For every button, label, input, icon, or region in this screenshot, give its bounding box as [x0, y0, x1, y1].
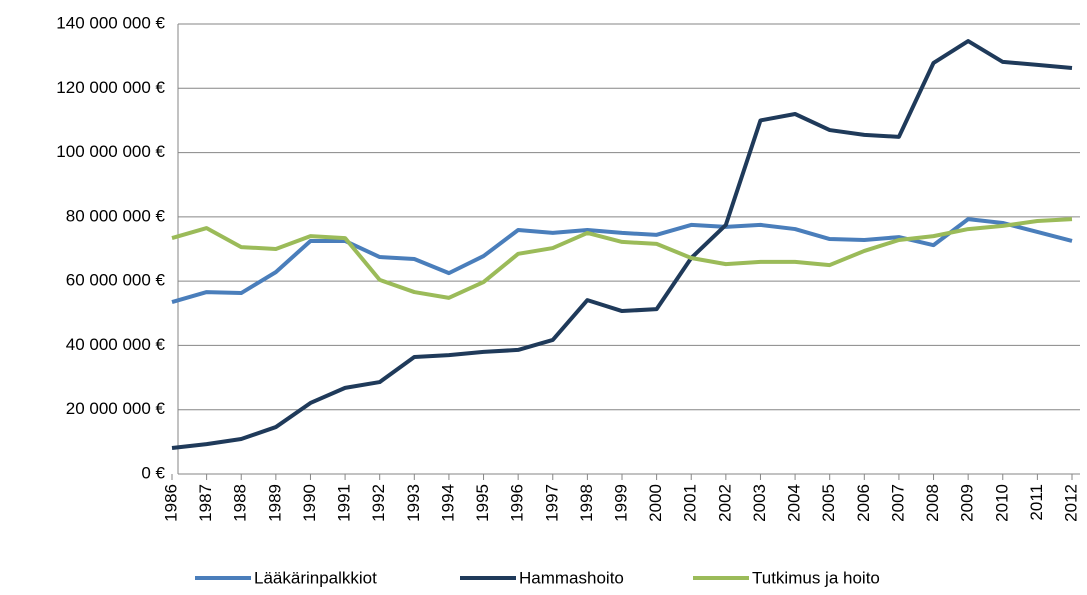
legend-label: Tutkimus ja hoito — [752, 568, 880, 587]
series-line — [171, 217, 1073, 304]
y-tick-label: 120 000 000 € — [56, 78, 165, 97]
y-tick-label: 0 € — [141, 463, 165, 482]
x-tick-label: 2000 — [646, 484, 665, 522]
y-tick-label: 20 000 000 € — [66, 399, 166, 418]
x-tick-label: 2007 — [888, 484, 907, 522]
x-tick-label: 1998 — [577, 484, 596, 522]
y-tick-label: 60 000 000 € — [66, 271, 166, 290]
x-tick-label: 2008 — [923, 484, 942, 522]
y-tick-label: 80 000 000 € — [66, 206, 166, 225]
x-tick-label: 1997 — [542, 484, 561, 522]
x-tick-label: 2001 — [681, 484, 700, 522]
x-tick-label: 1994 — [438, 484, 457, 522]
x-tick-label: 2009 — [958, 484, 977, 522]
x-tick-label: 1987 — [196, 484, 215, 522]
y-tick-label: 140 000 000 € — [56, 13, 165, 32]
x-tick-label: 1999 — [611, 484, 630, 522]
x-tick-label: 2010 — [992, 484, 1011, 522]
x-tick-label: 2011 — [1027, 484, 1046, 521]
series-line — [171, 39, 1073, 450]
legend-label: Hammashoito — [519, 568, 624, 587]
x-tick-label: 1991 — [335, 484, 354, 522]
x-tick-label: 1990 — [300, 484, 319, 522]
x-tick-label: 2003 — [750, 484, 769, 522]
x-tick-label: 1996 — [508, 484, 527, 522]
x-tick-label: 2012 — [1061, 484, 1080, 522]
series-line — [171, 217, 1073, 300]
x-tick-label: 2006 — [854, 484, 873, 522]
legend-label: Lääkärinpalkkiot — [254, 568, 377, 587]
x-tick-label: 1993 — [404, 484, 423, 522]
x-tick-label: 2004 — [785, 484, 804, 522]
x-tick-label: 2005 — [819, 484, 838, 522]
x-tick-label: 1988 — [231, 484, 250, 522]
x-tick-label: 1986 — [161, 484, 180, 522]
y-tick-label: 40 000 000 € — [66, 335, 166, 354]
x-tick-label: 1989 — [265, 484, 284, 522]
y-tick-label: 100 000 000 € — [56, 142, 165, 161]
x-tick-label: 2002 — [715, 484, 734, 522]
x-tick-label: 1995 — [473, 484, 492, 522]
x-tick-label: 1992 — [369, 484, 388, 522]
